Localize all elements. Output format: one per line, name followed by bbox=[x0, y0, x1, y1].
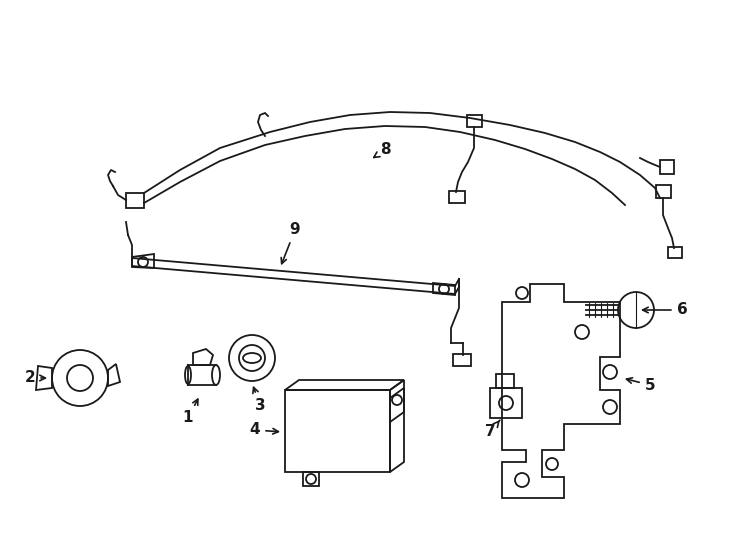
Bar bbox=[656, 185, 671, 198]
Bar bbox=[453, 354, 471, 366]
Bar bbox=[467, 115, 482, 127]
Bar bbox=[285, 390, 390, 472]
Text: 8: 8 bbox=[374, 143, 390, 158]
Bar bbox=[126, 193, 144, 208]
Text: 3: 3 bbox=[253, 387, 265, 413]
Text: 2: 2 bbox=[25, 370, 46, 386]
Bar bbox=[668, 247, 682, 258]
Text: 6: 6 bbox=[643, 302, 687, 318]
Bar bbox=[660, 160, 674, 174]
Text: 4: 4 bbox=[250, 422, 278, 437]
Text: 1: 1 bbox=[183, 399, 198, 426]
Bar bbox=[449, 191, 465, 203]
Text: 9: 9 bbox=[281, 222, 300, 264]
Text: 5: 5 bbox=[627, 377, 655, 393]
Text: 7: 7 bbox=[484, 420, 500, 440]
